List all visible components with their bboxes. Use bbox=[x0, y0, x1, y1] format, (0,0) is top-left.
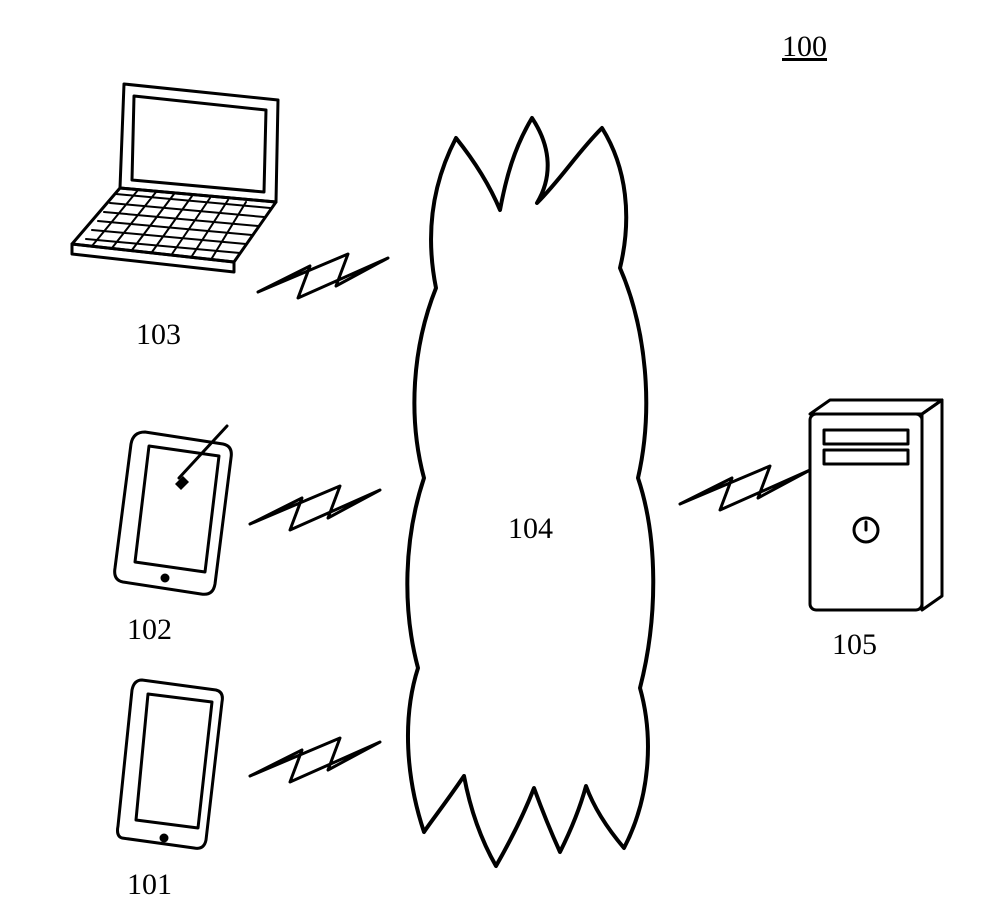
tablet-label: 102 bbox=[127, 613, 172, 647]
server-label: 105 bbox=[832, 628, 877, 662]
cloud-icon bbox=[402, 108, 662, 878]
cloud-label: 104 bbox=[508, 512, 553, 546]
server-icon bbox=[810, 400, 950, 615]
wireless-link-icon bbox=[250, 490, 380, 544]
smartphone-icon bbox=[120, 680, 220, 855]
laptop-label: 103 bbox=[136, 318, 181, 352]
wireless-link-icon bbox=[680, 470, 810, 524]
wireless-link-icon bbox=[258, 258, 388, 312]
wireless-link-icon bbox=[250, 742, 380, 796]
tablet-icon bbox=[115, 432, 235, 602]
laptop-icon bbox=[72, 84, 284, 309]
figure-title: 100 bbox=[782, 30, 827, 64]
figure-canvas: 100 bbox=[0, 0, 1000, 919]
smartphone-label: 101 bbox=[127, 868, 172, 902]
